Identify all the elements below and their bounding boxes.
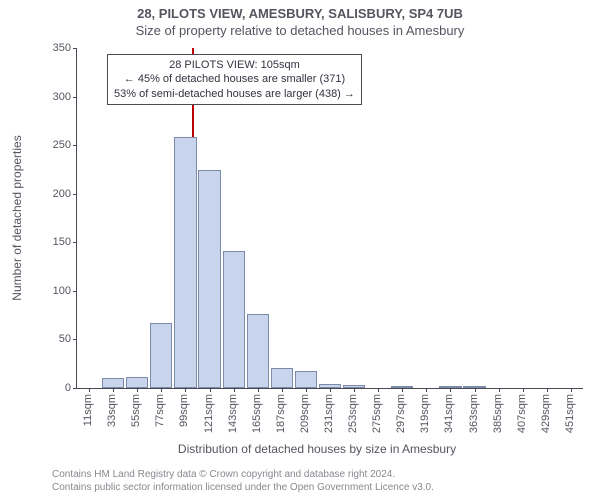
x-tick — [89, 388, 90, 392]
x-tick-label: 231sqm — [323, 394, 335, 433]
x-tick — [499, 388, 500, 392]
plot-area: 28 PILOTS VIEW: 105sqm ← 45% of detached… — [76, 48, 583, 389]
histogram-bar — [271, 368, 293, 388]
x-tick — [450, 388, 451, 392]
x-tick-label: 275sqm — [371, 394, 383, 433]
x-axis-label: Distribution of detached houses by size … — [52, 442, 582, 456]
footer-line1: Contains HM Land Registry data © Crown c… — [52, 468, 434, 481]
y-tick-label: 250 — [41, 139, 71, 151]
x-tick-label: 77sqm — [154, 394, 166, 427]
x-tick — [137, 388, 138, 392]
y-tick-label: 300 — [41, 91, 71, 103]
y-tick — [73, 291, 77, 292]
chart-title-address: 28, PILOTS VIEW, AMESBURY, SALISBURY, SP… — [0, 0, 600, 21]
x-tick-label: 55sqm — [130, 394, 142, 427]
x-tick-label: 121sqm — [203, 394, 215, 433]
x-tick — [185, 388, 186, 392]
callout-line1: 28 PILOTS VIEW: 105sqm — [114, 58, 355, 72]
y-tick-label: 350 — [41, 42, 71, 54]
callout-line3: 53% of semi-detached houses are larger (… — [114, 87, 355, 101]
histogram-bar — [102, 378, 124, 388]
x-tick-label: 363sqm — [468, 394, 480, 433]
x-tick-label: 33sqm — [106, 394, 118, 427]
x-tick — [234, 388, 235, 392]
x-tick-label: 187sqm — [275, 394, 287, 433]
y-tick — [73, 97, 77, 98]
property-callout: 28 PILOTS VIEW: 105sqm ← 45% of detached… — [107, 54, 362, 105]
x-tick-label: 429sqm — [540, 394, 552, 433]
callout-line2: ← 45% of detached houses are smaller (37… — [114, 72, 355, 86]
x-tick — [426, 388, 427, 392]
x-tick — [210, 388, 211, 392]
x-tick-label: 341sqm — [443, 394, 455, 433]
y-tick — [73, 339, 77, 340]
y-tick-label: 50 — [41, 333, 71, 345]
chart-subtitle: Size of property relative to detached ho… — [0, 21, 600, 38]
x-tick-label: 209sqm — [299, 394, 311, 433]
footer-line2: Contains public sector information licen… — [52, 481, 434, 494]
y-tick-label: 200 — [41, 188, 71, 200]
y-tick-label: 0 — [41, 382, 71, 394]
x-tick — [354, 388, 355, 392]
x-tick-label: 11sqm — [82, 394, 94, 426]
x-tick-label: 143sqm — [227, 394, 239, 433]
x-tick-label: 297sqm — [395, 394, 407, 433]
histogram-bar — [198, 170, 220, 388]
x-tick — [306, 388, 307, 392]
y-tick — [73, 194, 77, 195]
x-tick-label: 451sqm — [564, 394, 576, 433]
x-tick-label: 407sqm — [516, 394, 528, 433]
y-tick — [73, 48, 77, 49]
histogram-bar — [247, 314, 269, 388]
x-tick — [161, 388, 162, 392]
histogram-bar — [126, 377, 148, 388]
chart-container: Number of detached properties 28 PILOTS … — [52, 48, 582, 418]
x-tick — [258, 388, 259, 392]
x-tick — [475, 388, 476, 392]
histogram-bar — [223, 251, 245, 388]
x-tick-label: 165sqm — [251, 394, 263, 433]
histogram-bar — [174, 137, 196, 388]
x-tick — [330, 388, 331, 392]
y-tick-label: 100 — [41, 285, 71, 297]
x-tick — [547, 388, 548, 392]
histogram-bar — [150, 323, 172, 388]
y-axis-label: Number of detached properties — [10, 135, 24, 300]
x-tick-label: 319sqm — [419, 394, 431, 433]
y-tick — [73, 388, 77, 389]
x-tick — [402, 388, 403, 392]
y-tick — [73, 242, 77, 243]
y-tick-label: 150 — [41, 236, 71, 248]
y-tick — [73, 145, 77, 146]
x-tick-label: 99sqm — [178, 394, 190, 427]
x-tick-label: 385sqm — [492, 394, 504, 433]
footer-attribution: Contains HM Land Registry data © Crown c… — [52, 468, 434, 494]
x-tick — [378, 388, 379, 392]
x-tick — [113, 388, 114, 392]
histogram-bar — [295, 371, 317, 388]
x-tick — [523, 388, 524, 392]
x-tick — [571, 388, 572, 392]
x-tick — [282, 388, 283, 392]
x-tick-label: 253sqm — [347, 394, 359, 433]
